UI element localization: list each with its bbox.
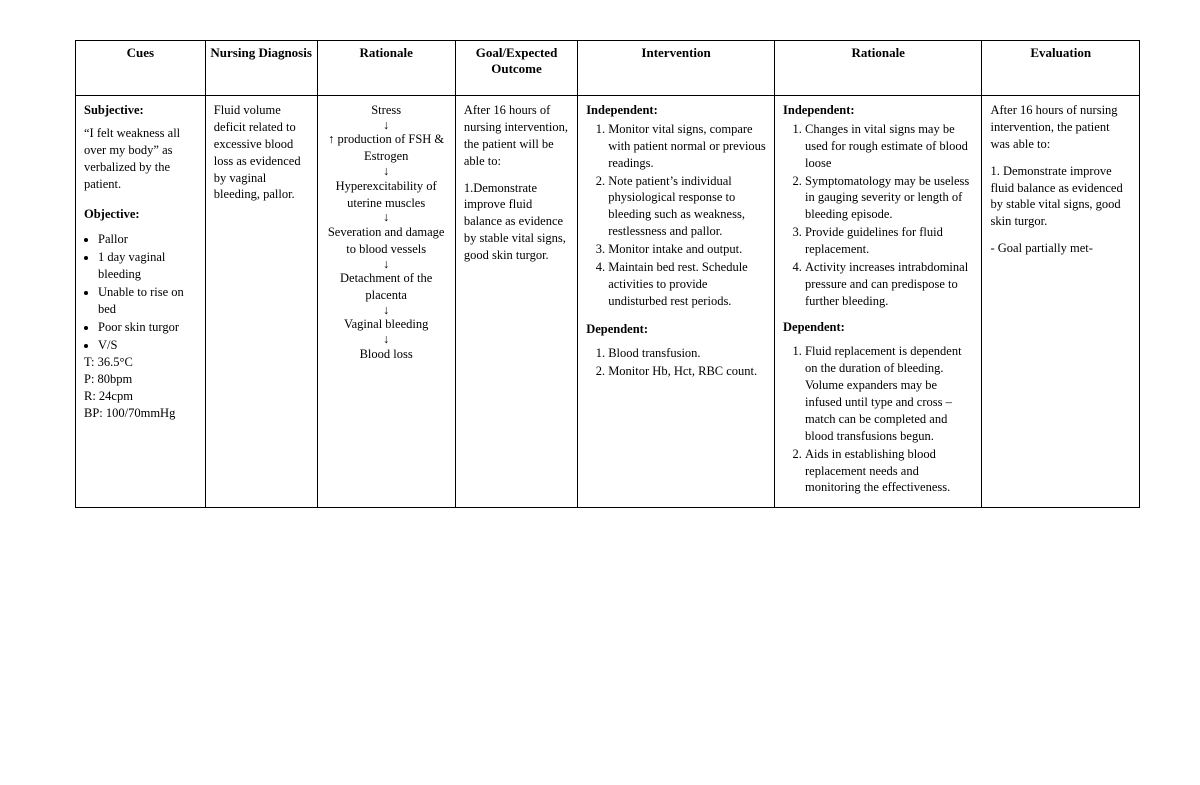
table-header-row: Cues Nursing Diagnosis Rationale Goal/Ex… <box>76 41 1140 96</box>
diagnosis-text: Fluid volume deficit related to excessiv… <box>214 102 309 203</box>
intervention-independent-label: Independent: <box>586 102 766 119</box>
col-header-intervention: Intervention <box>578 41 775 96</box>
col-header-evaluation: Evaluation <box>982 41 1140 96</box>
objective-item: 1 day vaginal bleeding <box>98 249 197 283</box>
col-header-rationale2: Rationale <box>775 41 982 96</box>
objective-item: Unable to rise on bed <box>98 284 197 318</box>
intervention-item: Blood transfusion. <box>608 345 766 362</box>
down-arrow-icon: ↓ <box>326 304 447 317</box>
cell-intervention: Independent: Monitor vital signs, compar… <box>578 96 775 508</box>
evaluation-intro: After 16 hours of nursing intervention, … <box>990 102 1131 153</box>
col-header-diagnosis: Nursing Diagnosis <box>205 41 317 96</box>
intervention-dependent-label: Dependent: <box>586 321 766 338</box>
rationale2-independent-label: Independent: <box>783 102 973 119</box>
intervention-item: Monitor intake and output. <box>608 241 766 258</box>
intervention-item: Maintain bed rest. Schedule activities t… <box>608 259 766 310</box>
rationale-item: Symptomatology may be useless in gauging… <box>805 173 973 224</box>
col-header-cues: Cues <box>76 41 206 96</box>
evaluation-item-1: 1. Demonstrate improve fluid balance as … <box>990 163 1131 231</box>
rationale-flowchart: Stress ↓ ↑ production of FSH & Estrogen … <box>326 102 447 363</box>
cell-rationale-flow: Stress ↓ ↑ production of FSH & Estrogen … <box>317 96 455 508</box>
flow-step: ↑ production of FSH & Estrogen <box>326 131 447 165</box>
subjective-label: Subjective: <box>84 102 197 119</box>
objective-item: V/S <box>98 337 197 354</box>
vs-pulse: P: 80bpm <box>84 371 197 388</box>
rationale-item: Changes in vital signs may be used for r… <box>805 121 973 172</box>
intervention-item: Note patient’s individual physiological … <box>608 173 766 241</box>
intervention-dependent-list: Blood transfusion. Monitor Hb, Hct, RBC … <box>586 345 766 380</box>
subjective-quote: “I felt weakness all over my body” as ve… <box>84 125 197 193</box>
intervention-item: Monitor Hb, Hct, RBC count. <box>608 363 766 380</box>
page-container: Cues Nursing Diagnosis Rationale Goal/Ex… <box>0 0 1200 548</box>
rationale-item: Activity increases intrabdominal pressur… <box>805 259 973 310</box>
down-arrow-icon: ↓ <box>326 211 447 224</box>
vital-signs-block: T: 36.5°C P: 80bpm R: 24cpm BP: 100/70mm… <box>84 354 197 422</box>
down-arrow-icon: ↓ <box>326 258 447 271</box>
goal-intro: After 16 hours of nursing intervention, … <box>464 102 569 170</box>
vs-temp: T: 36.5°C <box>84 354 197 371</box>
rationale-item: Fluid replacement is dependent on the du… <box>805 343 973 444</box>
vs-resp: R: 24cpm <box>84 388 197 405</box>
down-arrow-icon: ↓ <box>326 119 447 132</box>
flow-step: Hyperexcitability of uterine muscles <box>326 178 447 212</box>
rationale2-dependent-label: Dependent: <box>783 319 973 336</box>
rationale2-independent-list: Changes in vital signs may be used for r… <box>783 121 973 310</box>
vs-bp: BP: 100/70mmHg <box>84 405 197 422</box>
cell-goal: After 16 hours of nursing intervention, … <box>455 96 577 508</box>
nursing-care-plan-table: Cues Nursing Diagnosis Rationale Goal/Ex… <box>75 40 1140 508</box>
rationale2-dependent-list: Fluid replacement is dependent on the du… <box>783 343 973 496</box>
evaluation-result: - Goal partially met- <box>990 240 1131 257</box>
flow-step: Severation and damage to blood vessels <box>326 224 447 258</box>
cell-diagnosis: Fluid volume deficit related to excessiv… <box>205 96 317 508</box>
flow-step: Vaginal bleeding <box>326 316 447 333</box>
col-header-rationale1: Rationale <box>317 41 455 96</box>
objective-list: Pallor 1 day vaginal bleeding Unable to … <box>84 231 197 353</box>
objective-label: Objective: <box>84 206 197 223</box>
flow-step: Detachment of the placenta <box>326 270 447 304</box>
rationale-item: Provide guidelines for fluid replacement… <box>805 224 973 258</box>
objective-item: Pallor <box>98 231 197 248</box>
rationale-item: Aids in establishing blood replacement n… <box>805 446 973 497</box>
down-arrow-icon: ↓ <box>326 165 447 178</box>
flow-step: Blood loss <box>326 346 447 363</box>
intervention-item: Monitor vital signs, compare with patien… <box>608 121 766 172</box>
flow-step: Stress <box>326 102 447 119</box>
intervention-independent-list: Monitor vital signs, compare with patien… <box>586 121 766 310</box>
goal-item-1: 1.Demonstrate improve fluid balance as e… <box>464 180 569 264</box>
table-body-row: Subjective: “I felt weakness all over my… <box>76 96 1140 508</box>
objective-item: Poor skin turgor <box>98 319 197 336</box>
cell-cues: Subjective: “I felt weakness all over my… <box>76 96 206 508</box>
down-arrow-icon: ↓ <box>326 333 447 346</box>
cell-rationale2: Independent: Changes in vital signs may … <box>775 96 982 508</box>
cell-evaluation: After 16 hours of nursing intervention, … <box>982 96 1140 508</box>
col-header-goal: Goal/Expected Outcome <box>455 41 577 96</box>
